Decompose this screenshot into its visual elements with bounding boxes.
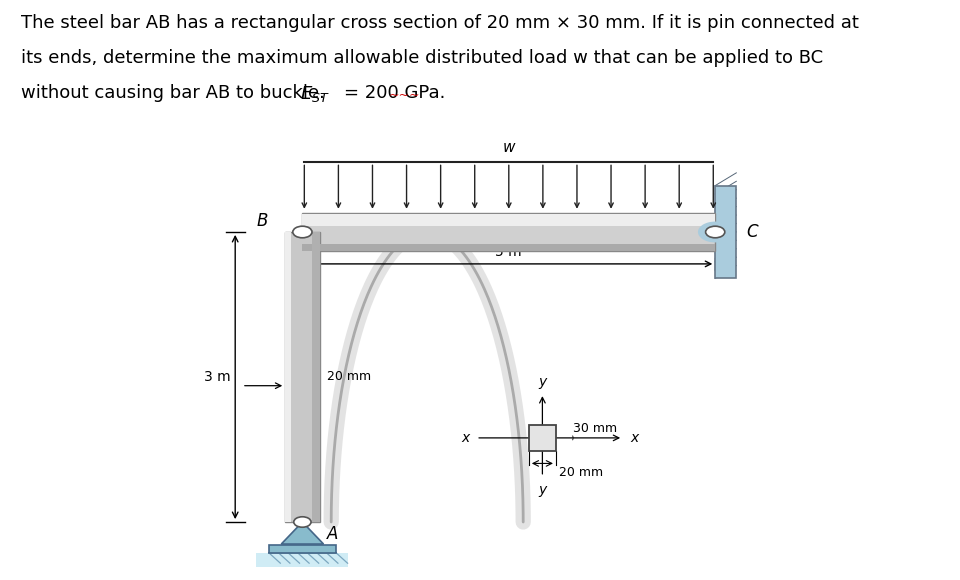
Text: ~~~: ~~~ (389, 89, 420, 101)
Text: 5 m: 5 m (495, 245, 522, 259)
Text: 3 m: 3 m (204, 370, 230, 384)
Circle shape (706, 226, 725, 238)
FancyBboxPatch shape (302, 215, 715, 226)
Text: 20 mm: 20 mm (559, 466, 603, 478)
Text: x: x (631, 431, 639, 445)
FancyBboxPatch shape (715, 186, 736, 278)
Text: w: w (502, 140, 516, 155)
FancyBboxPatch shape (285, 232, 320, 522)
FancyBboxPatch shape (269, 545, 336, 553)
FancyBboxPatch shape (285, 232, 291, 522)
Text: 20 mm: 20 mm (327, 370, 372, 383)
Polygon shape (256, 553, 348, 567)
Text: 30 mm: 30 mm (573, 422, 617, 435)
Text: A: A (327, 525, 339, 543)
Text: y: y (539, 483, 546, 496)
Text: = 200 GPa.: = 200 GPa. (344, 84, 445, 102)
Text: y: y (539, 375, 546, 389)
Text: without causing bar AB to buckle.: without causing bar AB to buckle. (21, 84, 331, 102)
Circle shape (293, 226, 312, 238)
Circle shape (698, 222, 732, 242)
Polygon shape (281, 522, 324, 544)
Text: its ends, determine the maximum allowable distributed load w that can be applied: its ends, determine the maximum allowabl… (21, 49, 824, 67)
Circle shape (294, 517, 311, 527)
Text: B: B (256, 212, 268, 230)
Text: $E_{ST}$: $E_{ST}$ (300, 84, 329, 104)
FancyBboxPatch shape (312, 232, 320, 522)
Text: x: x (461, 431, 469, 445)
FancyBboxPatch shape (529, 425, 556, 451)
Text: C: C (746, 223, 757, 241)
FancyBboxPatch shape (302, 244, 715, 251)
FancyBboxPatch shape (302, 213, 715, 251)
Text: The steel bar AB has a rectangular cross section of 20 mm × 30 mm. If it is pin : The steel bar AB has a rectangular cross… (21, 14, 859, 32)
